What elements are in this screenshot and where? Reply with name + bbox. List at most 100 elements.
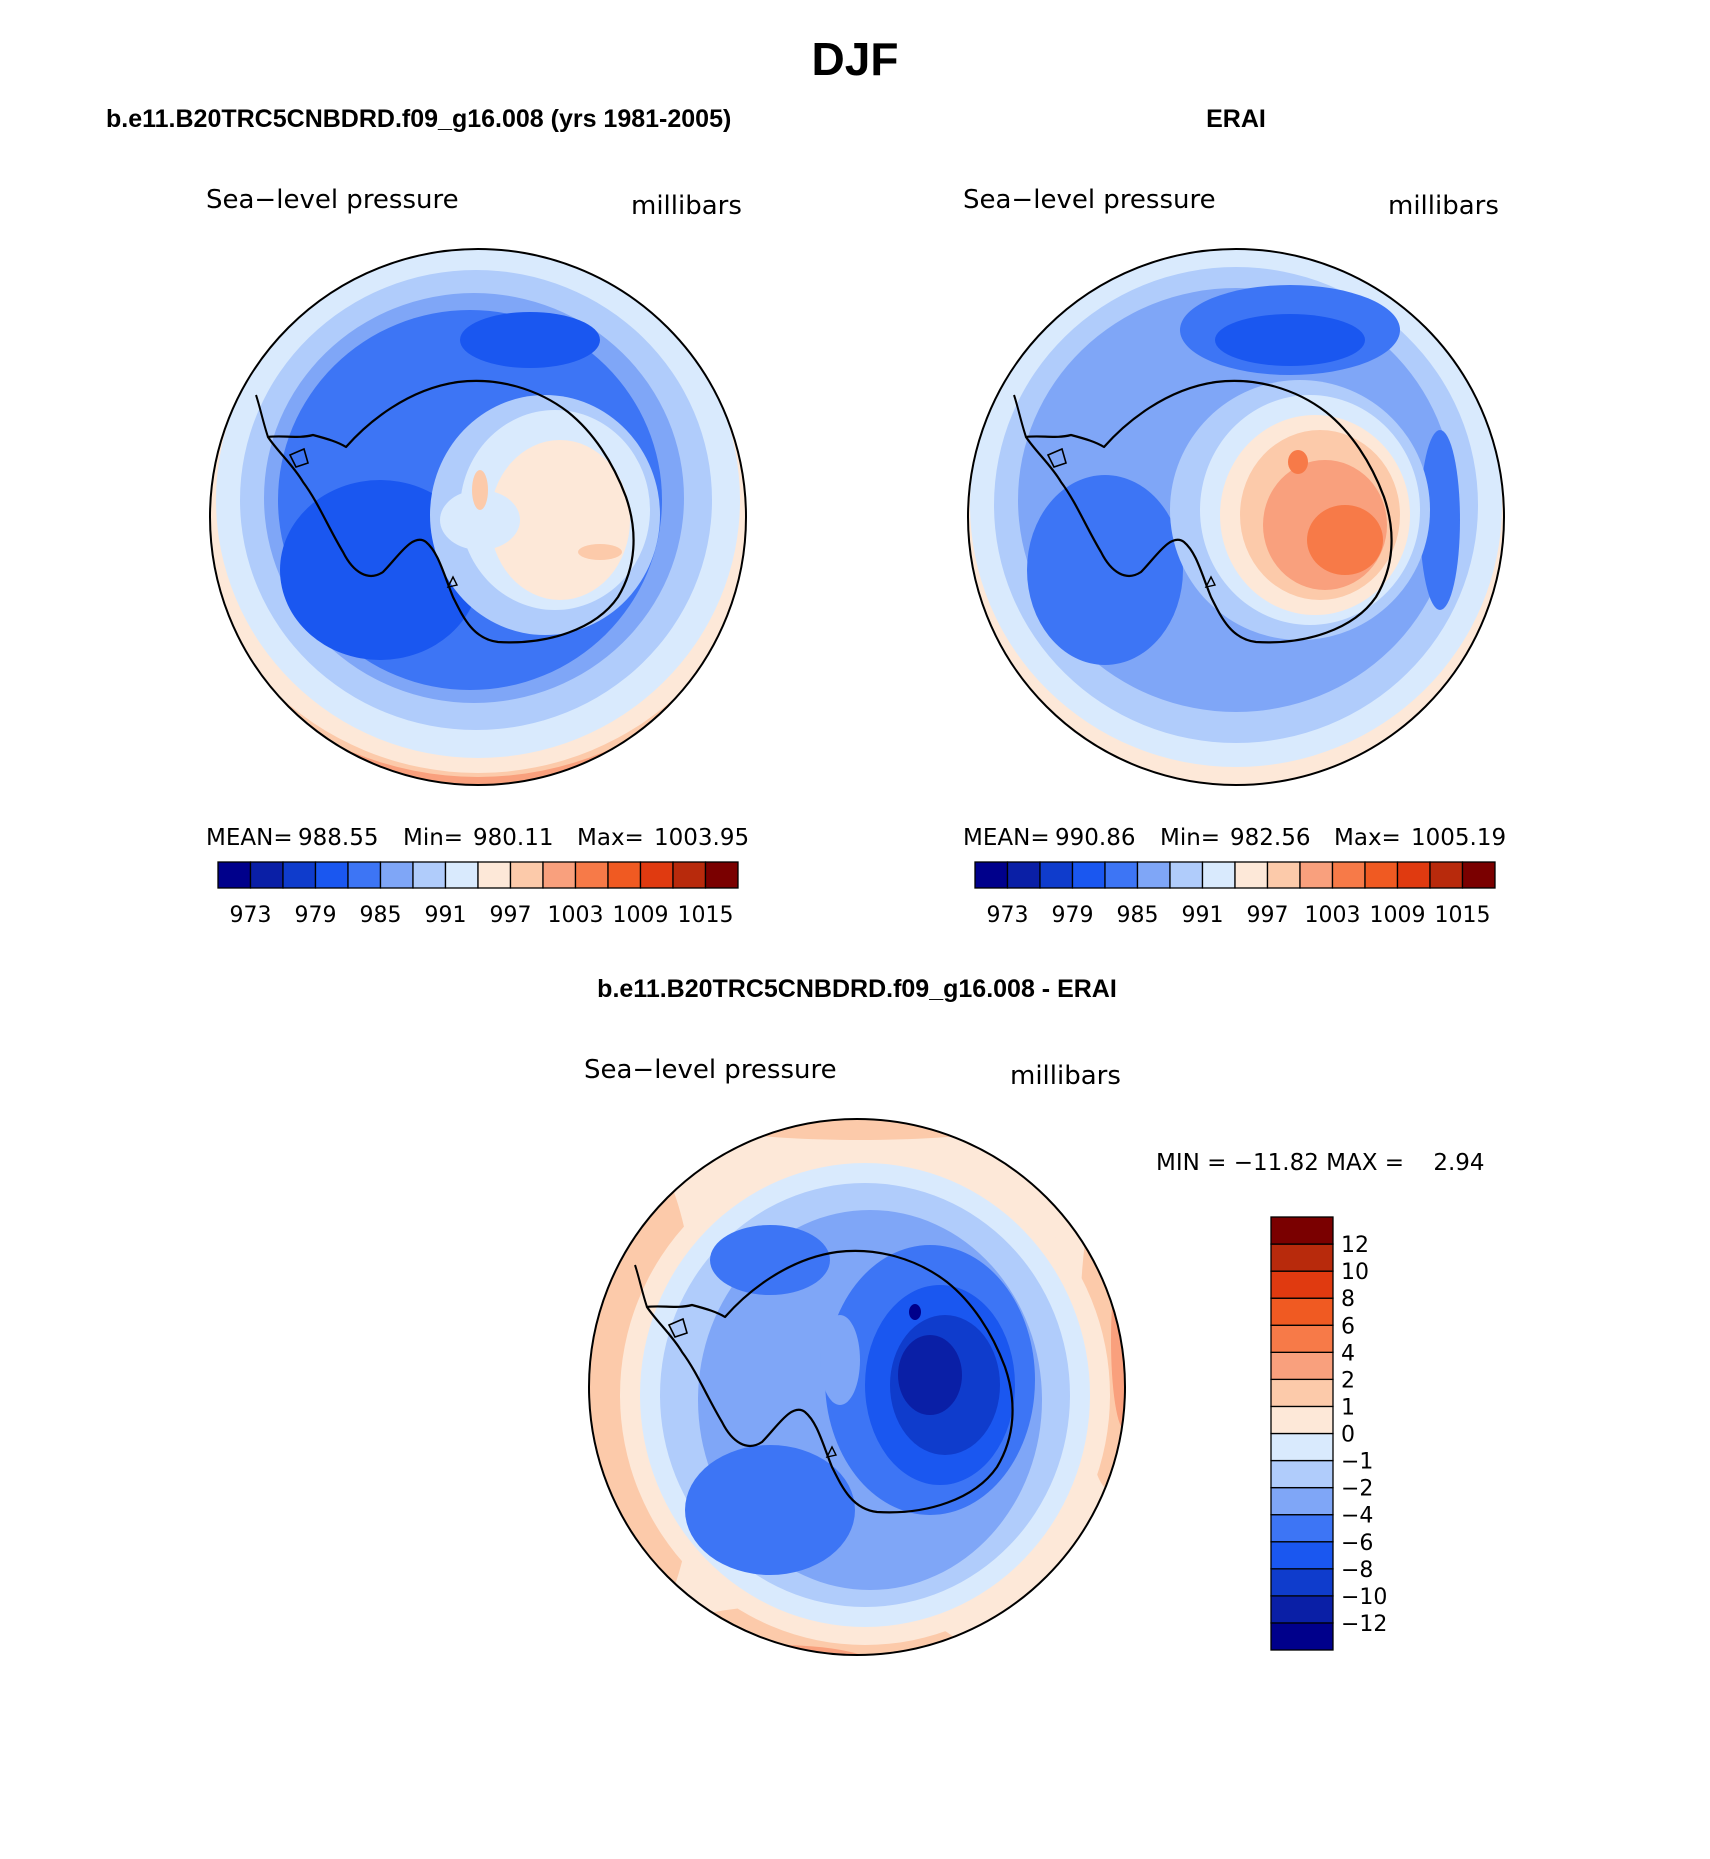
panel-obs-heading: ERAI — [1206, 105, 1266, 133]
panel-model-max-value: 1003.95 — [654, 825, 749, 851]
panel-model-colorbar-swatch — [249, 861, 284, 889]
panel-diff-colorbar-tick-label: 0 — [1341, 1423, 1355, 1448]
panel-obs-colorbar-swatch — [1039, 861, 1074, 889]
panel-diff-colorbar-tick-label: 8 — [1341, 1287, 1355, 1312]
panel-obs-colorbar-swatch — [1104, 861, 1139, 889]
panel-diff-units-label: millibars — [1010, 1061, 1121, 1091]
panel-diff-colorbar-tick-label: −12 — [1341, 1612, 1387, 1637]
panel-model-map — [209, 248, 747, 786]
panel-diff-colorbar-swatch — [1270, 1595, 1334, 1624]
panel-model-colorbar-tick-label: 1015 — [678, 903, 734, 928]
panel-obs-colorbar-tick-label: 991 — [1182, 903, 1224, 928]
panel-model-colorbar-swatch — [639, 861, 674, 889]
panel-diff-colorbar-swatch — [1270, 1622, 1334, 1651]
panel-model-colorbar-swatch — [444, 861, 479, 889]
panel-obs-mean-value: 990.86 — [1055, 825, 1135, 851]
panel-obs-colorbar-swatch — [1071, 861, 1106, 889]
panel-model-colorbar-tick-label: 973 — [230, 903, 272, 928]
panel-model-colorbar-swatch — [314, 861, 349, 889]
panel-model-units-label: millibars — [631, 191, 742, 221]
panel-obs-colorbar-swatch — [1201, 861, 1236, 889]
panel-diff-colorbar-tick-label: 10 — [1341, 1260, 1369, 1285]
panel-obs-colorbar-tick-label: 979 — [1052, 903, 1094, 928]
panel-obs-colorbar-swatch — [1299, 861, 1334, 889]
panel-obs-min-label: Min= — [1160, 825, 1220, 851]
panel-obs-colorbar-swatch — [1234, 861, 1269, 889]
panel-obs-colorbar-swatch — [1364, 861, 1399, 889]
panel-diff-colorbar-tick-label: 2 — [1341, 1368, 1355, 1393]
panel-obs-min-value: 982.56 — [1230, 825, 1310, 851]
panel-model-variable-label: Sea−level pressure — [206, 185, 459, 215]
panel-diff-colorbar-swatch — [1270, 1514, 1334, 1543]
panel-obs: ERAI Sea−level pressure millibars — [963, 105, 1506, 928]
panel-diff-colorbar-tick-label: 12 — [1341, 1233, 1369, 1258]
panel-obs-colorbar-swatch — [1136, 861, 1171, 889]
panel-diff-min-max: MIN = −11.82 MAX = 2.94 — [1156, 1150, 1485, 1176]
panel-diff-colorbar-tick-label: −6 — [1341, 1531, 1373, 1556]
panel-diff-colorbar-swatch — [1270, 1270, 1334, 1299]
panel-diff-colorbar-swatch — [1270, 1324, 1334, 1353]
panel-model: b.e11.B20TRC5CNBDRD.f09_g16.008 (yrs 198… — [106, 105, 749, 928]
panel-diff-colorbar-tick-label: −1 — [1341, 1450, 1373, 1475]
panel-model-colorbar-swatch — [347, 861, 382, 889]
panel-model-colorbar-swatch — [607, 861, 642, 889]
panel-diff-map — [588, 1118, 1126, 1656]
panel-obs-colorbar-tick-label: 1009 — [1370, 903, 1426, 928]
panel-model-max-label: Max= — [577, 825, 644, 851]
panel-model-colorbar-swatch — [477, 861, 512, 889]
panel-model-colorbar-swatch — [412, 861, 447, 889]
panel-diff-colorbar-swatch — [1270, 1486, 1334, 1516]
panel-model-colorbar-tick-label: 997 — [490, 903, 532, 928]
panel-obs-max-label: Max= — [1334, 825, 1401, 851]
panel-model-colorbar-swatch — [542, 861, 577, 889]
panel-obs-variable-label: Sea−level pressure — [963, 185, 1216, 215]
panel-model-colorbar-tick-label: 1003 — [548, 903, 604, 928]
panel-model-colorbar-tick-label: 991 — [425, 903, 467, 928]
panel-obs-colorbar-swatch — [1429, 861, 1464, 889]
panel-obs-colorbar-swatch — [1266, 861, 1301, 889]
panel-diff-colorbar-swatch — [1270, 1243, 1334, 1272]
panel-model-colorbar-swatch — [282, 861, 317, 889]
panel-obs-colorbar-swatch — [1006, 861, 1041, 889]
panel-diff: b.e11.B20TRC5CNBDRD.f09_g16.008 - ERAI S… — [584, 975, 1485, 1656]
panel-model-colorbar-swatch — [217, 861, 252, 889]
panel-obs-colorbar-tick-label: 997 — [1247, 903, 1289, 928]
panel-obs-colorbar-tick-label: 1003 — [1305, 903, 1361, 928]
panel-model-colorbar-swatch — [704, 861, 739, 889]
panel-obs-colorbar-swatch — [1331, 861, 1366, 889]
panel-model-stats: MEAN= 988.55 Min= 980.11 Max= 1003.95 — [206, 825, 749, 851]
panel-diff-colorbar-swatch — [1270, 1541, 1334, 1570]
panel-model-mean-value: 988.55 — [298, 825, 378, 851]
panel-model-colorbar-swatch — [379, 861, 414, 889]
panel-obs-stats: MEAN= 990.86 Min= 982.56 Max= 1005.19 — [963, 825, 1506, 851]
panel-obs-map — [967, 248, 1505, 786]
panel-model-min-value: 980.11 — [473, 825, 553, 851]
panel-diff-colorbar-tick-label: 6 — [1341, 1314, 1355, 1339]
panel-diff-colorbar-tick-label: −10 — [1341, 1585, 1387, 1610]
panel-model-colorbar-swatch — [574, 861, 609, 889]
panel-model-colorbar-tick-label: 1009 — [613, 903, 669, 928]
panel-model-min-label: Min= — [403, 825, 463, 851]
panel-diff-colorbar-tick-label: −4 — [1341, 1504, 1373, 1529]
panel-diff-colorbar-swatch — [1270, 1351, 1334, 1381]
panel-obs-units-label: millibars — [1388, 191, 1499, 221]
panel-diff-colorbar-swatch — [1270, 1432, 1334, 1462]
panel-diff-colorbar-swatch — [1270, 1216, 1334, 1245]
panel-diff-variable-label: Sea−level pressure — [584, 1055, 837, 1085]
panel-diff-colorbar-swatch — [1270, 1378, 1334, 1408]
panel-diff-colorbar-swatch — [1270, 1297, 1334, 1326]
panel-model-colorbar: 973 979 985 991 997 1003 1009 1015 — [217, 861, 739, 928]
panel-obs-mean-label: MEAN= — [963, 825, 1050, 851]
panel-model-colorbar-swatch — [509, 861, 544, 889]
panel-diff-colorbar-swatch — [1270, 1459, 1334, 1489]
panel-model-heading: b.e11.B20TRC5CNBDRD.f09_g16.008 (yrs 198… — [106, 105, 731, 133]
panel-model-colorbar-swatch — [672, 861, 707, 889]
panel-diff-colorbar-tick-label: −2 — [1341, 1477, 1373, 1502]
panel-obs-colorbar-tick-label: 985 — [1117, 903, 1159, 928]
panel-diff-colorbar-swatch — [1270, 1405, 1334, 1435]
panel-obs-max-value: 1005.19 — [1411, 825, 1506, 851]
panel-model-colorbar-tick-label: 979 — [295, 903, 337, 928]
panel-diff-colorbar-tick-label: −8 — [1341, 1558, 1373, 1583]
panel-model-colorbar-tick-label: 985 — [360, 903, 402, 928]
